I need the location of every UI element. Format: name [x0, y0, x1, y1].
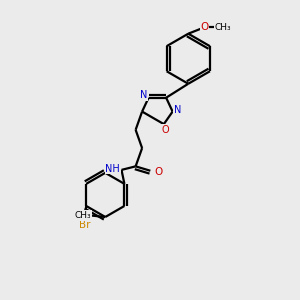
- Text: O: O: [200, 22, 208, 32]
- Text: NH: NH: [105, 164, 120, 174]
- Text: N: N: [140, 90, 147, 100]
- Text: N: N: [174, 105, 182, 115]
- Text: O: O: [154, 167, 163, 177]
- Text: O: O: [161, 125, 169, 135]
- Text: Br: Br: [79, 220, 91, 230]
- Text: CH₃: CH₃: [214, 23, 231, 32]
- Text: CH₃: CH₃: [75, 211, 92, 220]
